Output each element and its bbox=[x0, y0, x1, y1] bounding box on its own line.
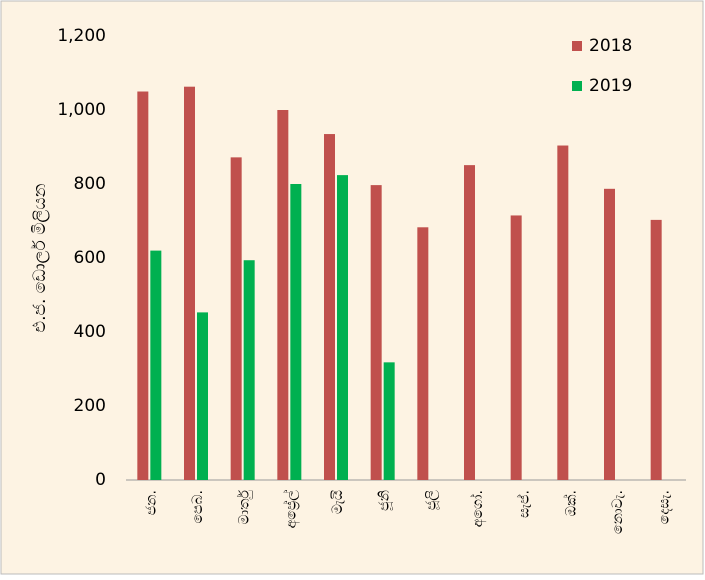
x-tick-label: මැයි bbox=[330, 489, 346, 514]
x-tick-label: අගෝ. bbox=[470, 490, 487, 527]
x-tick-label: දෙසැ. bbox=[657, 490, 673, 524]
bar bbox=[383, 362, 395, 480]
bar bbox=[337, 175, 348, 480]
y-tick-label: 0 bbox=[95, 470, 106, 490]
y-tick-label: 200 bbox=[74, 396, 106, 416]
y-axis-label: එ.ජ. ඩොලර් මිලියන bbox=[30, 183, 50, 332]
bar bbox=[417, 227, 429, 480]
y-tick-label: 600 bbox=[74, 248, 106, 268]
y-tick-label: 400 bbox=[74, 322, 106, 342]
bar bbox=[277, 110, 289, 480]
bar bbox=[604, 188, 615, 480]
bar bbox=[324, 134, 335, 481]
bar bbox=[184, 86, 195, 480]
bar bbox=[137, 91, 149, 480]
x-tick-label: ජන. bbox=[143, 490, 159, 515]
x-tick-label: අප්‍රේල් bbox=[283, 490, 300, 529]
x-tick-label: මාර්තු bbox=[237, 489, 253, 524]
bar bbox=[650, 219, 662, 480]
x-tick-label: ඔක්. bbox=[563, 490, 579, 516]
x-tick-label: ජූනි bbox=[377, 490, 394, 511]
legend-swatch bbox=[572, 41, 582, 51]
bar bbox=[243, 260, 255, 480]
bar bbox=[197, 312, 208, 480]
y-tick-label: 800 bbox=[74, 174, 106, 194]
x-tick-label: පෙබ. bbox=[190, 490, 206, 523]
bar bbox=[557, 145, 569, 480]
y-tick-label: 1,200 bbox=[57, 26, 106, 46]
bar bbox=[230, 157, 242, 481]
y-tick-label: 1,000 bbox=[57, 100, 106, 120]
bar bbox=[290, 184, 302, 480]
bar bbox=[510, 215, 522, 480]
x-tick-label: නොවැ. bbox=[610, 490, 626, 534]
legend-label: 2018 bbox=[589, 36, 632, 56]
x-tick-label: ජූලි bbox=[423, 490, 440, 510]
legend-swatch bbox=[572, 81, 582, 91]
bar bbox=[370, 185, 382, 481]
legend-label: 2019 bbox=[589, 76, 632, 96]
bar bbox=[150, 250, 162, 480]
bar bbox=[464, 165, 475, 480]
x-tick-label: සැප්. bbox=[517, 490, 533, 518]
